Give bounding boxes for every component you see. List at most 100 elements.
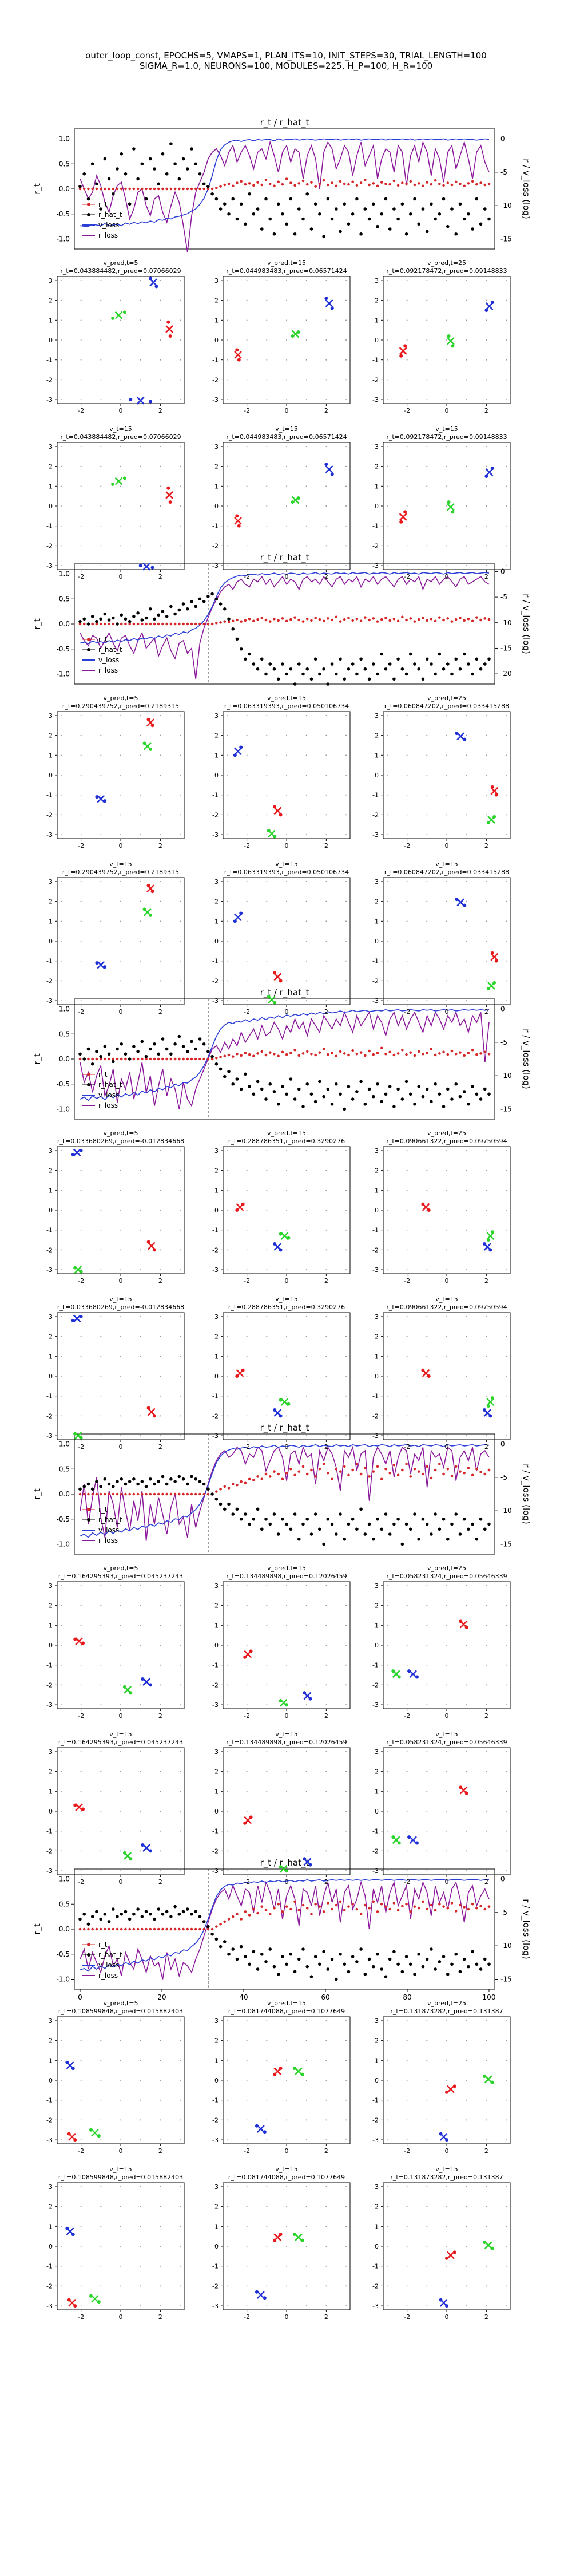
grid-dot (266, 941, 268, 942)
grid-dot (100, 1170, 102, 1171)
grid-panel-b3-r1-c3 (381, 1146, 511, 1276)
point-r-hat-t (396, 1087, 400, 1091)
grid-dot (305, 399, 307, 401)
legend-marker-r_t (87, 638, 90, 641)
panel-y-tick-label: -1 (212, 1662, 219, 1669)
panel-y-tick-label: -2 (46, 2116, 53, 2124)
point-r-hat-t (297, 662, 301, 666)
series-r-loss (80, 1880, 490, 1980)
grid-dot (160, 319, 161, 321)
y-tick-label-left: 0.5 (59, 160, 70, 168)
grid-dot (426, 900, 428, 902)
grid-dot (140, 1771, 141, 1772)
grid-dot (325, 1149, 327, 1151)
grid-dot (386, 775, 388, 776)
grid-dot (446, 1415, 447, 1417)
panel-x-tick-label: -2 (244, 2147, 250, 2155)
point-r-hat-t (244, 1955, 247, 1958)
grid-dot (160, 525, 161, 527)
point-r-t (446, 617, 450, 620)
panel-y-tick-label: -2 (372, 376, 379, 384)
grid-dot (506, 1249, 507, 1251)
grid-dot (140, 814, 141, 816)
marker-blue-cross (409, 1670, 417, 1678)
grid-dot (160, 1210, 161, 1211)
grid-dot (386, 1811, 388, 1812)
grid-dot (140, 714, 141, 716)
point-r-t (141, 187, 144, 191)
point-r-hat-t (359, 1947, 363, 1951)
grid-dot (286, 1210, 287, 1211)
grid-dot (325, 714, 327, 716)
point-r-t (392, 1463, 396, 1467)
grid-dot (160, 1395, 161, 1397)
point-r-hat-t (206, 1487, 210, 1491)
point-r-t (467, 182, 470, 185)
marker-blue-cross (483, 1409, 491, 1417)
grid-dot (80, 2060, 82, 2061)
marker-red-cross (147, 1242, 156, 1250)
panel-x-tick-label: 0 (119, 407, 123, 414)
marker-red-cross (273, 2233, 282, 2242)
series-r-loss (80, 1445, 490, 1541)
marker-blue-cross (439, 2298, 448, 2307)
grid-dot (226, 1830, 228, 1832)
grid-dot (446, 1684, 447, 1686)
point-r-hat-t (239, 1087, 243, 1091)
grid-dot (446, 1664, 447, 1666)
panel-y-tick-label: 1 (49, 483, 53, 490)
grid-dot (506, 1376, 507, 1377)
grid-dot (466, 565, 467, 567)
grid-dot (226, 2020, 228, 2021)
point-r-hat-t (206, 1050, 210, 1053)
grid-dot (345, 880, 347, 882)
grid-dot (80, 1190, 82, 1191)
grid-dot (406, 1269, 408, 1271)
point-r-t (112, 187, 115, 191)
grid-dot (345, 1000, 347, 1002)
point-r-t (153, 187, 156, 191)
y-tick-label-right: -10 (500, 1942, 512, 1950)
panel-x-tick-label: 2 (324, 1277, 328, 1285)
grid-dot (446, 445, 447, 447)
y-tick-label-right: -10 (500, 619, 512, 627)
point-r-t (244, 619, 247, 622)
panel-y-tick-label: -1 (372, 2263, 379, 2270)
point-r-hat-t (454, 657, 458, 661)
grid-dot (486, 399, 487, 401)
grid-dot (345, 1771, 347, 1772)
point-r-t (219, 1487, 222, 1491)
point-r-hat-t (380, 1967, 384, 1971)
grid-dot (466, 1870, 467, 1872)
point-r-t (335, 184, 338, 188)
panel-subtitle: r_t=0.090661322,r_pred=0.09750594 (386, 1303, 507, 1311)
grid-dot (506, 1625, 507, 1626)
grid-dot (120, 1830, 121, 1832)
grid-dot (60, 319, 62, 321)
panel-xlabel-overlap: v_t=15 (275, 860, 298, 868)
grid-dot (226, 1605, 228, 1606)
grid-dot (466, 754, 467, 756)
point-r-hat-t (95, 1480, 98, 1483)
marker-blue (324, 297, 328, 301)
point-r-hat-t (363, 667, 367, 671)
point-r-t (108, 187, 110, 191)
grid-dot (80, 1684, 82, 1686)
legend-label-r_loss: r_loss (98, 666, 118, 674)
point-r-t (368, 1049, 371, 1053)
point-r-hat-t (434, 672, 437, 676)
point-r-t (136, 1057, 140, 1061)
point-r-hat-t (281, 212, 284, 216)
grid-panel-b2-r1-c3 (381, 711, 511, 841)
grid-dot (160, 399, 161, 401)
marker-red (237, 524, 241, 528)
grid-dot (226, 1249, 228, 1251)
point-r-hat-t (173, 162, 177, 166)
grid-dot (345, 299, 347, 301)
grid-dot (446, 1269, 447, 1271)
grid-dot (120, 465, 121, 467)
panel-x-tick-label: 0 (285, 407, 289, 414)
point-r-hat-t (260, 1527, 264, 1531)
panel-y-tick-label: 0 (49, 1808, 53, 1815)
grid-dot (466, 399, 467, 401)
